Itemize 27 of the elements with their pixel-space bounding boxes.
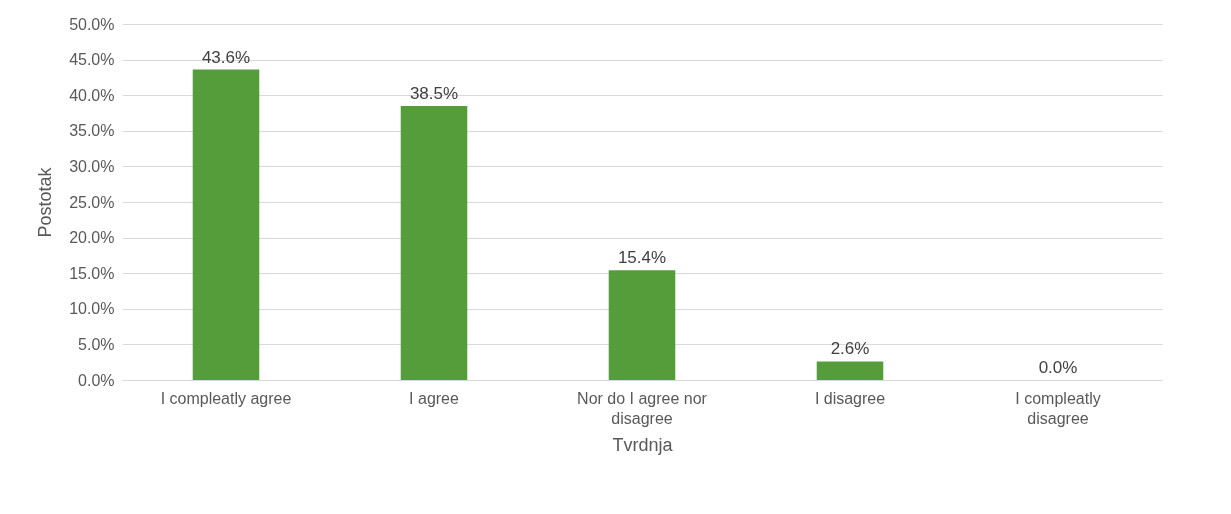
data-label: 15.4% [617,248,667,268]
x-tick-label: I disagree [814,389,886,407]
y-axis-title: Postotak [35,166,56,238]
bar [608,270,676,380]
bar [192,69,260,380]
y-tick-label: 0.0% [78,371,115,389]
x-tick-label: I compleatly disagree [1015,389,1101,427]
y-tick-label: 10.0% [69,300,115,318]
data-label: 38.5% [409,83,459,103]
x-tick-label: I agree [409,389,460,407]
bar [400,105,468,380]
y-tick-label: 30.0% [69,157,115,175]
y-tick-label: 45.0% [69,51,115,69]
x-axis-title: Tvrdnja [612,434,674,455]
y-tick-label: 20.0% [69,229,115,247]
y-tick-label: 15.0% [69,264,115,282]
data-label: 0.0% [1038,358,1078,377]
y-tick-label: 40.0% [69,86,115,104]
data-label: 2.6% [830,339,870,359]
y-tick-label: 5.0% [78,335,115,353]
y-tick-label: 35.0% [69,122,115,140]
x-tick-label: Nor do I agree nor disagree [577,389,708,427]
x-tick-label: I compleatly agree [160,389,292,407]
data-label: 43.6% [201,47,251,67]
y-tick-label: 25.0% [69,193,115,211]
bar [816,361,884,380]
y-tick-label: 50.0% [69,15,115,33]
